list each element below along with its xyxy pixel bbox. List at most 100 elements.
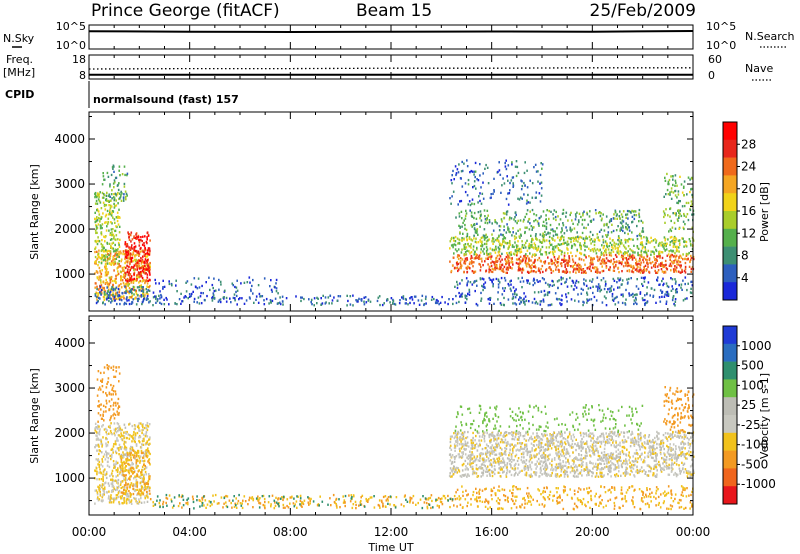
heatmap-cell xyxy=(104,258,106,261)
heatmap-cell xyxy=(543,234,545,237)
nsky-label: N.Sky xyxy=(3,32,35,45)
heatmap-cell xyxy=(657,276,659,279)
heatmap-cell xyxy=(137,236,140,239)
heatmap-cell xyxy=(551,262,553,266)
heatmap-cell xyxy=(383,302,385,305)
heatmap-cell xyxy=(382,502,384,505)
heatmap-cell xyxy=(94,217,96,221)
heatmap-cell xyxy=(277,502,280,506)
heatmap-cell xyxy=(502,270,505,273)
heatmap-cell xyxy=(504,279,507,282)
heatmap-cell xyxy=(452,169,454,173)
heatmap-cell xyxy=(480,299,482,302)
heatmap-cell xyxy=(122,492,125,495)
heatmap-cell xyxy=(146,435,149,438)
heatmap-cell xyxy=(669,215,671,218)
heatmap-cell xyxy=(556,244,558,248)
heatmap-cell xyxy=(134,451,136,455)
heatmap-cell xyxy=(145,449,147,452)
heatmap-cell xyxy=(597,259,600,262)
heatmap-cell xyxy=(185,281,187,284)
heatmap-cell xyxy=(527,262,529,265)
heatmap-cell xyxy=(554,258,557,261)
heatmap-cell xyxy=(575,279,578,282)
heatmap-cell xyxy=(690,204,692,208)
heatmap-cell xyxy=(614,303,617,306)
heatmap-cell xyxy=(549,223,552,227)
heatmap-cell xyxy=(148,477,151,481)
heatmap-cell xyxy=(601,244,603,247)
heatmap-cell xyxy=(225,300,228,303)
heatmap-cell xyxy=(598,249,600,252)
heatmap-cell xyxy=(648,258,651,261)
heatmap-cell xyxy=(145,252,147,256)
heatmap-cell xyxy=(526,239,528,242)
heatmap-cell xyxy=(469,252,471,255)
heatmap-cell xyxy=(111,285,113,289)
heatmap-cell xyxy=(145,259,148,263)
heatmap-cell xyxy=(129,492,131,495)
heatmap-cell xyxy=(126,296,128,299)
heatmap-cell xyxy=(118,288,121,291)
heatmap-cell xyxy=(133,236,135,239)
heatmap-cell xyxy=(531,228,533,231)
heatmap-cell xyxy=(646,292,648,295)
heatmap-cell xyxy=(387,499,389,502)
heatmap-cell xyxy=(486,235,489,239)
heatmap-cell xyxy=(111,483,114,486)
heatmap-cell xyxy=(110,228,113,231)
heatmap-cell xyxy=(122,199,125,202)
heatmap-cell xyxy=(107,175,110,178)
heatmap-cell xyxy=(117,238,119,241)
heatmap-cell xyxy=(101,239,103,242)
heatmap-cell xyxy=(635,262,637,265)
heatmap-cell xyxy=(137,449,139,453)
heatmap-cell xyxy=(683,269,686,273)
heatmap-cell xyxy=(473,211,476,215)
heatmap-cell xyxy=(355,503,357,507)
heatmap-cell xyxy=(664,270,666,273)
heatmap-cell xyxy=(582,268,584,272)
heatmap-cell xyxy=(212,286,214,290)
heatmap-cell xyxy=(607,259,609,262)
heatmap-cell xyxy=(382,505,384,508)
heatmap-cell xyxy=(485,233,487,236)
heatmap-cell xyxy=(534,282,536,285)
heatmap-cell xyxy=(681,268,683,272)
heatmap-cell xyxy=(128,302,131,306)
heatmap-cell xyxy=(617,301,620,304)
heatmap-cell xyxy=(535,191,538,194)
heatmap-cell xyxy=(558,239,561,242)
heatmap-cell xyxy=(142,292,145,295)
heatmap-cell xyxy=(521,197,523,200)
heatmap-cell xyxy=(589,256,592,259)
heatmap-cell xyxy=(451,195,453,198)
heatmap-cell xyxy=(674,300,677,303)
heatmap-cell xyxy=(457,171,460,174)
heatmap-cell xyxy=(124,195,127,199)
heatmap-cell xyxy=(487,182,490,185)
heatmap-cell xyxy=(133,431,135,434)
heatmap-cell xyxy=(638,262,640,265)
heatmap-cell xyxy=(676,245,678,248)
heatmap-cell xyxy=(691,203,693,206)
heatmap-cell xyxy=(606,291,608,294)
heatmap-cell xyxy=(534,245,537,249)
heatmap-cell xyxy=(573,268,575,271)
heatmap-cell xyxy=(562,242,564,245)
heatmap-cell xyxy=(664,242,667,245)
heatmap-cell xyxy=(117,439,119,442)
heatmap-cell xyxy=(141,485,143,488)
heatmap-cell xyxy=(560,276,562,279)
heatmap-cell xyxy=(353,495,355,498)
heatmap-cell xyxy=(117,447,120,450)
heatmap-cell xyxy=(382,495,385,499)
heatmap-cell xyxy=(674,227,677,230)
heatmap-cell xyxy=(567,262,569,265)
heatmap-cell xyxy=(478,255,480,259)
heatmap-cell xyxy=(660,244,662,247)
heatmap-cell xyxy=(118,252,121,256)
heatmap-cell xyxy=(144,272,147,275)
heatmap-cell xyxy=(498,267,501,271)
heatmap-cell xyxy=(389,495,392,498)
